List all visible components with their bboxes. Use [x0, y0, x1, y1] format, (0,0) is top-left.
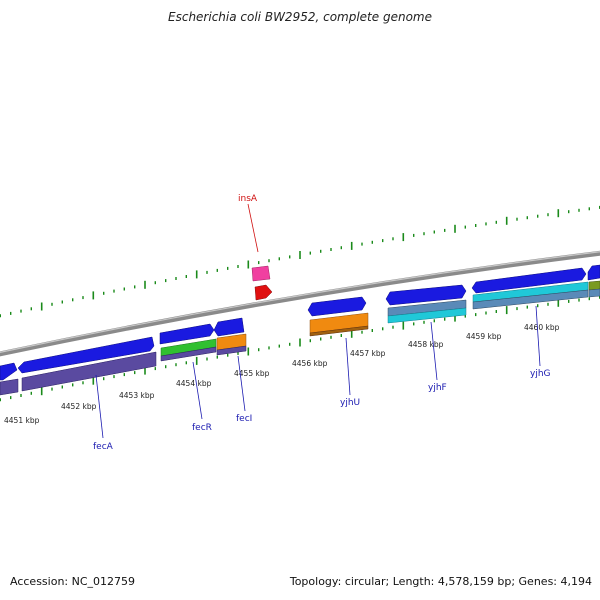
kbp-label: 4451 kbp: [4, 416, 40, 425]
gene-arrow-yjhF[interactable]: [385, 284, 467, 306]
gene-arrow-fecA[interactable]: [17, 336, 155, 374]
leader-fecI: [237, 355, 246, 412]
feature-bar-fecI-lower[interactable]: [216, 345, 247, 356]
leader-fecA: [95, 374, 104, 439]
kbp-label: 4452 kbp: [61, 402, 97, 411]
feature-bar-yjhU-lower[interactable]: [309, 325, 369, 337]
feature-bar-fecA[interactable]: [21, 351, 157, 392]
gene-arrow-yjhU[interactable]: [307, 296, 367, 317]
feature-track: [0, 280, 600, 396]
gene-arrow[interactable]: [587, 264, 600, 281]
gene-arrow-yjhG[interactable]: [471, 267, 587, 294]
feature-bar[interactable]: [588, 288, 600, 298]
kbp-label: 4460 kbp: [524, 323, 560, 332]
kbp-scale: 4451 kbp 4452 kbp 4453 kbp 4454 kbp 4455…: [4, 323, 560, 425]
genome-title: Escherichia coli BW2952, complete genome: [168, 10, 432, 24]
genome-backbone: [0, 250, 600, 357]
gene-arrow[interactable]: [0, 362, 18, 381]
gene-arrow-fecI[interactable]: [213, 317, 245, 337]
feature-bar-yjhF-cyan[interactable]: [387, 307, 467, 324]
insA-red-arrow[interactable]: [254, 284, 273, 301]
gene-label-yjhF[interactable]: yjhF: [428, 383, 447, 393]
leader-fecR: [192, 361, 203, 420]
accession-text: Accession: NC_012759: [10, 575, 136, 588]
topology-text: Topology: circular; Length: 4,578,159 bp…: [289, 575, 592, 588]
gene-label-fecR[interactable]: fecR: [192, 423, 212, 433]
kbp-label: 4455 kbp: [234, 369, 270, 378]
gene-label-yjhU[interactable]: yjhU: [340, 398, 360, 408]
gene-label-insA[interactable]: insA: [238, 194, 258, 204]
kbp-label: 4459 kbp: [466, 332, 502, 341]
leader-yjhF: [430, 321, 438, 381]
forward-cds-track: [0, 264, 600, 381]
kbp-label: 4457 kbp: [350, 349, 386, 358]
feature-bar[interactable]: [0, 378, 19, 396]
gene-label-fecA[interactable]: fecA: [93, 442, 114, 452]
kbp-label: 4454 kbp: [176, 379, 212, 388]
feature-bar-fecR-lower[interactable]: [160, 346, 217, 362]
gene-label-yjhG[interactable]: yjhG: [530, 369, 551, 379]
gene-labels: insA fecA fecR fecI yjhU yjhF yjhG: [93, 194, 551, 452]
gene-label-fecI[interactable]: fecI: [236, 414, 252, 424]
insA-pink-block[interactable]: [251, 265, 271, 282]
leader-insA: [247, 203, 259, 253]
feature-bar-yjhG-steel[interactable]: [472, 289, 589, 310]
kbp-label: 4453 kbp: [119, 391, 155, 400]
gene-arrow-fecR[interactable]: [159, 323, 215, 345]
gene-leaders: [95, 203, 541, 439]
leader-yjhU: [345, 337, 351, 396]
feature-bar[interactable]: [588, 280, 600, 291]
kbp-label: 4456 kbp: [292, 359, 328, 368]
leader-yjhG: [535, 305, 541, 367]
insA-features: [251, 265, 273, 301]
kbp-label: 4458 kbp: [408, 340, 444, 349]
